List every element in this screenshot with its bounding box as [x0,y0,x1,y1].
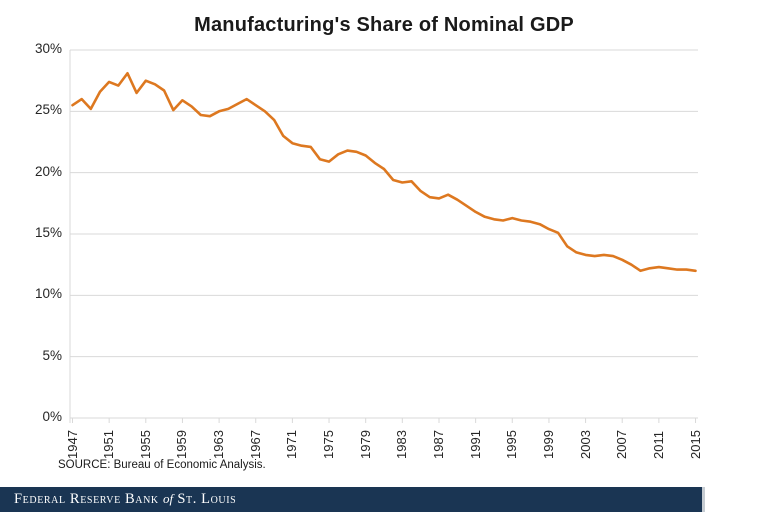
y-tick-label: 20% [34,163,62,179]
x-tick-label: 1999 [540,430,556,459]
x-tick-label: 1983 [394,430,410,459]
x-tick-label: 1991 [467,430,483,459]
x-tick-label: 2007 [614,430,630,459]
bank-name: Federal Reserve Bank of St. Louis [0,491,236,508]
footer-bar: Federal Reserve Bank of St. Louis [0,487,705,512]
y-tick-label: 25% [34,102,62,118]
gdp-share-line [71,72,697,273]
x-tick-label: 1959 [174,430,190,459]
source-note: SOURCE: Bureau of Economic Analysis. [58,459,266,471]
x-tick-label: 1979 [357,430,373,459]
bank-name-of: of [162,491,174,506]
bank-name-part3: St. Louis [173,491,237,507]
line-chart [69,49,698,423]
y-tick-label: 10% [34,286,62,302]
x-tick-label: 1987 [430,430,446,459]
x-tick-label: 1955 [137,430,153,459]
x-tick-label: 1947 [64,430,80,459]
x-tick-label: 2011 [650,431,666,459]
x-tick-label: 1975 [321,430,337,459]
chart-title: Manufacturing's Share of Nominal GDP [194,14,574,36]
y-tick-label: 5% [42,347,62,363]
y-tick-label: 15% [34,225,62,240]
x-tick-label: 1995 [504,430,520,459]
x-tick-label: 1951 [101,430,117,459]
x-tick-label: 1963 [211,430,227,459]
x-tick-label: 2003 [577,430,593,459]
x-tick-label: 1967 [247,430,263,459]
y-tick-label: 0% [42,409,62,424]
x-tick-label: 1971 [284,430,300,459]
bank-name-part1: Federal Reserve Bank [14,491,163,507]
x-tick-label: 2015 [687,430,703,459]
y-tick-label: 30% [34,41,62,56]
